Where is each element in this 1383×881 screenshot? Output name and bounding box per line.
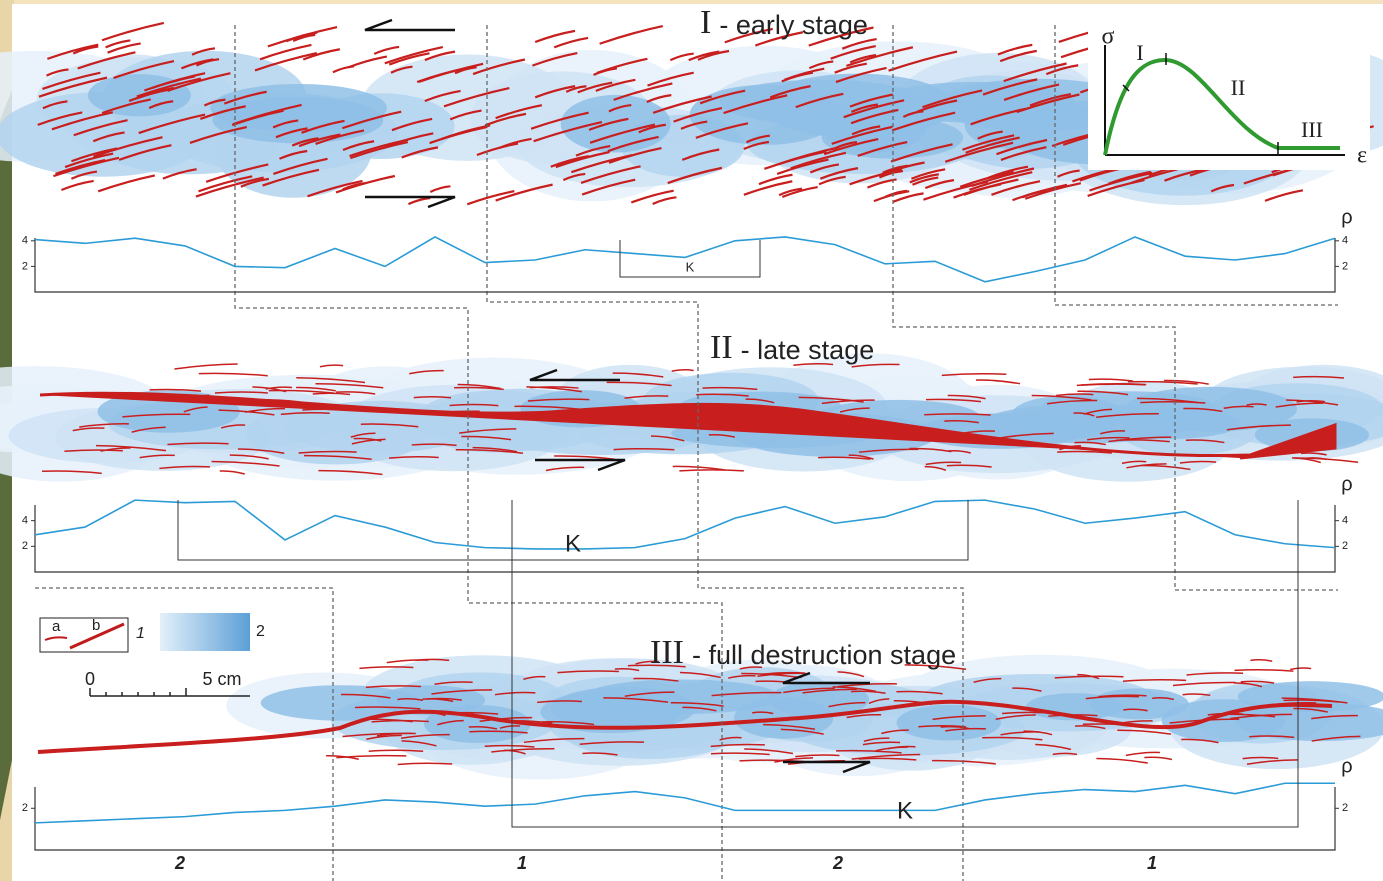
inset-phase: II	[1231, 75, 1246, 100]
y-tick-label: 2	[22, 540, 28, 552]
zone-label: 2	[832, 853, 843, 873]
density-blob	[261, 685, 421, 720]
legend-item: 2	[256, 623, 265, 640]
k-label: K	[686, 259, 695, 274]
axis-label: ρ	[1341, 755, 1352, 777]
zone-label: 1	[1147, 853, 1157, 873]
stage-title: - early stage	[719, 10, 868, 40]
y-tick-label: 2	[22, 802, 28, 814]
k-label: K	[565, 530, 581, 557]
axis-label: ρ	[1341, 206, 1352, 228]
y-tick-label: 2	[1342, 540, 1348, 552]
scale-end: 5 cm	[202, 669, 241, 689]
density-blob	[897, 705, 1001, 741]
axis-label: ρ	[1341, 473, 1352, 495]
y-tick-label: 4	[22, 515, 28, 527]
y-tick-label: 4	[1342, 515, 1348, 527]
density-blob	[1087, 408, 1241, 439]
k-label: K	[897, 797, 913, 824]
stage-title: - late stage	[741, 335, 875, 365]
stage-numeral: I	[700, 4, 711, 41]
inset: σ ε I II III	[1088, 18, 1370, 170]
stage-numeral: II	[710, 329, 733, 366]
legend-density	[160, 613, 250, 651]
page: σ ε I II III a b 1 2 0 5 cm I - early sta…	[0, 0, 1383, 881]
inset-x-label: ε	[1357, 143, 1367, 169]
stage-title: - full destruction stage	[692, 640, 956, 670]
scale-start: 0	[85, 669, 95, 689]
zone-label: 2	[174, 853, 185, 873]
legend-b: b	[92, 617, 100, 634]
y-tick-label: 4	[22, 235, 28, 247]
legend-a: a	[52, 618, 61, 635]
legend-item: 1	[136, 625, 145, 642]
y-tick-label: 2	[1342, 802, 1348, 814]
inset-y-label: σ	[1102, 24, 1115, 50]
figure: σ ε I II III a b 1 2 0 5 cm I - early sta…	[0, 0, 1383, 881]
inset-phase: III	[1301, 117, 1323, 142]
y-tick-label: 2	[22, 260, 28, 272]
y-tick-label: 2	[1342, 260, 1348, 272]
inset-phase: I	[1136, 40, 1143, 65]
zone-label: 1	[517, 853, 527, 873]
density-blob	[583, 679, 779, 714]
stage-numeral: III	[650, 634, 684, 671]
y-tick-label: 4	[1342, 235, 1348, 247]
